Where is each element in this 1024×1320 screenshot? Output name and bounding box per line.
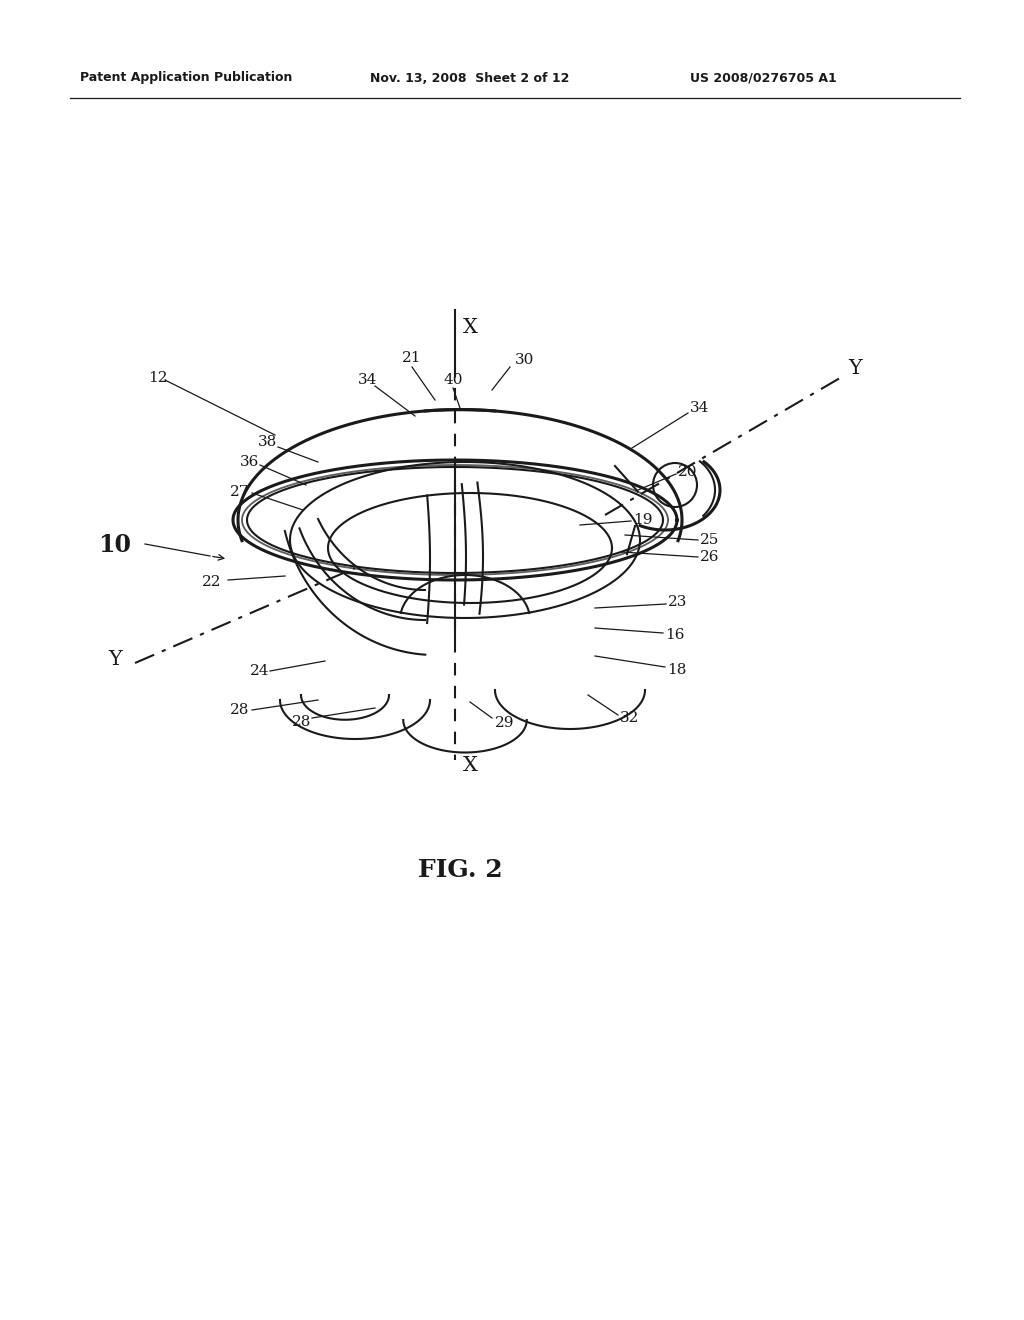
Text: 10: 10 bbox=[98, 533, 131, 557]
Text: Y: Y bbox=[108, 649, 122, 669]
Text: 28: 28 bbox=[292, 715, 311, 729]
Text: Y: Y bbox=[848, 359, 862, 378]
Text: 30: 30 bbox=[515, 352, 535, 367]
Text: 28: 28 bbox=[230, 704, 250, 717]
Text: 27: 27 bbox=[230, 484, 250, 499]
Text: FIG. 2: FIG. 2 bbox=[418, 858, 503, 882]
Text: 38: 38 bbox=[258, 436, 278, 449]
Text: 29: 29 bbox=[495, 715, 514, 730]
Text: 18: 18 bbox=[667, 663, 686, 677]
Text: 12: 12 bbox=[148, 371, 168, 385]
Text: 32: 32 bbox=[620, 711, 639, 725]
Text: 25: 25 bbox=[700, 533, 720, 546]
Text: 16: 16 bbox=[665, 628, 684, 642]
Text: 22: 22 bbox=[202, 576, 221, 589]
Text: 23: 23 bbox=[668, 595, 687, 609]
Text: 26: 26 bbox=[700, 550, 720, 564]
Text: X: X bbox=[463, 318, 478, 337]
Text: 36: 36 bbox=[240, 455, 259, 469]
Text: X: X bbox=[463, 756, 478, 775]
Text: 21: 21 bbox=[402, 351, 422, 366]
Text: 40: 40 bbox=[444, 374, 464, 387]
Text: US 2008/0276705 A1: US 2008/0276705 A1 bbox=[690, 71, 837, 84]
Text: Patent Application Publication: Patent Application Publication bbox=[80, 71, 293, 84]
Text: 24: 24 bbox=[250, 664, 269, 678]
Text: 20: 20 bbox=[678, 465, 697, 479]
Text: Nov. 13, 2008  Sheet 2 of 12: Nov. 13, 2008 Sheet 2 of 12 bbox=[370, 71, 569, 84]
Text: 34: 34 bbox=[358, 374, 378, 387]
Text: 19: 19 bbox=[633, 513, 652, 527]
Text: 34: 34 bbox=[690, 401, 710, 414]
